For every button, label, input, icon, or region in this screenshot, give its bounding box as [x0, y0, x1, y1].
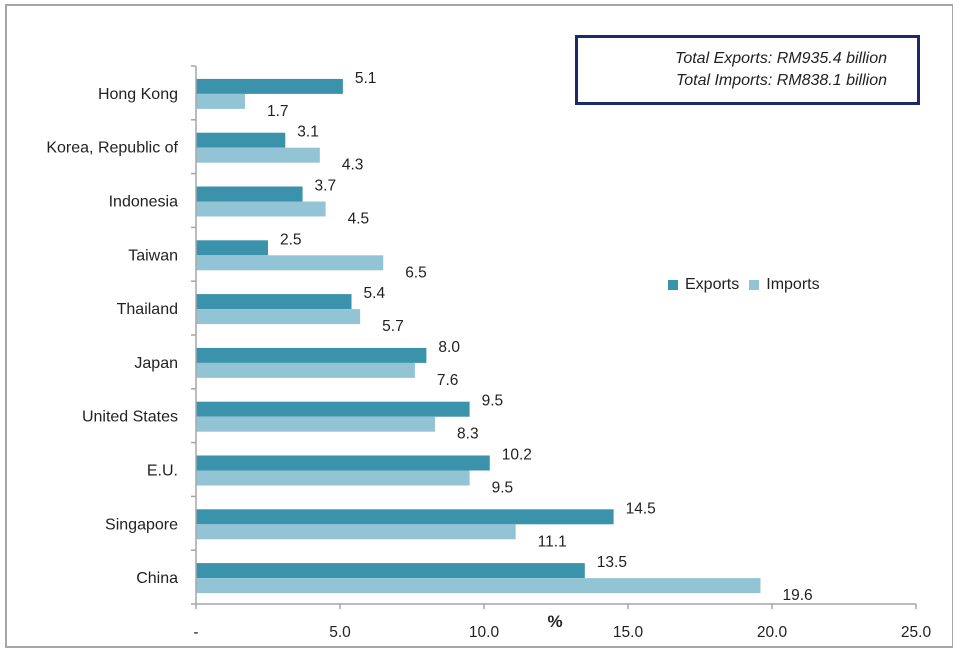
data-label-exports: 9.5 — [482, 393, 504, 410]
x-tick-label: 25.0 — [901, 624, 932, 641]
data-label-exports: 3.7 — [315, 178, 337, 195]
x-axis-label: % — [547, 612, 562, 631]
category-label: Singapore — [105, 516, 178, 533]
category-label: Thailand — [117, 301, 178, 318]
data-label-exports: 8.0 — [438, 339, 460, 356]
bar-exports — [196, 132, 286, 148]
chart-frame — [5, 4, 953, 648]
data-label-imports: 19.6 — [782, 587, 812, 604]
bar-imports — [196, 524, 516, 540]
legend-swatch-exports — [668, 280, 678, 290]
labels-group: Hong Kong 5.1 1.7 Korea, Republic of 3.1 4.3 I… — [46, 70, 812, 604]
bar-imports — [196, 147, 320, 163]
bar-exports — [196, 455, 490, 471]
bar-imports — [196, 470, 470, 486]
data-label-exports: 5.4 — [364, 285, 386, 302]
category-label: E.U. — [147, 463, 178, 480]
total-exports-text: Total Exports: RM935.4 billion — [675, 50, 887, 67]
x-tick-label: - — [193, 624, 198, 641]
x-tick-label: 20.0 — [757, 624, 788, 641]
bar-imports — [196, 578, 761, 594]
category-label: United States — [82, 409, 178, 426]
category-label: China — [136, 570, 178, 587]
bar-exports — [196, 401, 470, 417]
bar-imports — [196, 309, 361, 325]
data-label-imports: 4.5 — [348, 211, 370, 228]
bar-exports — [196, 294, 352, 310]
axes-group: - 5.0 10.0 15.0 20.0 25.0 — [191, 65, 932, 641]
category-label: Hong Kong — [98, 86, 178, 103]
data-label-imports: 8.3 — [457, 426, 479, 443]
data-label-imports: 4.3 — [342, 157, 364, 174]
category-label: Taiwan — [128, 247, 178, 264]
data-label-imports: 11.1 — [538, 533, 567, 550]
bar-exports — [196, 347, 427, 363]
data-label-imports: 9.5 — [492, 480, 514, 497]
legend: Exports Imports — [668, 276, 820, 294]
legend-label-exports: Exports — [685, 276, 740, 293]
x-tick-label: 5.0 — [329, 624, 351, 641]
data-label-imports: 7.6 — [437, 372, 459, 389]
legend-label-imports: Imports — [766, 276, 820, 293]
bar-imports — [196, 362, 415, 378]
category-label: Korea, Republic of — [46, 140, 178, 157]
x-tick-label: 15.0 — [613, 624, 644, 641]
data-label-exports: 14.5 — [626, 500, 656, 517]
category-label: Indonesia — [109, 194, 178, 211]
legend-item-imports: Imports — [749, 276, 820, 294]
legend-item-exports: Exports — [668, 276, 739, 294]
bar-imports — [196, 93, 245, 109]
bar-exports — [196, 509, 614, 525]
bar-exports — [196, 563, 585, 579]
data-label-exports: 10.2 — [502, 447, 532, 464]
data-label-exports: 3.1 — [297, 124, 319, 141]
data-label-imports: 1.7 — [267, 103, 289, 120]
totals-annotation-box: Total Exports: RM935.4 billion Total Imp… — [575, 35, 920, 105]
bar-exports — [196, 240, 268, 256]
bar-imports — [196, 255, 384, 271]
data-label-exports: 13.5 — [597, 554, 627, 571]
data-label-imports: 6.5 — [405, 264, 427, 281]
bar-imports — [196, 416, 436, 432]
data-label-exports: 5.1 — [355, 70, 377, 87]
bar-exports — [196, 186, 303, 202]
category-label: Japan — [134, 355, 178, 372]
bars-group — [196, 78, 761, 594]
legend-swatch-imports — [749, 280, 760, 290]
bar-imports — [196, 201, 326, 217]
data-label-imports: 5.7 — [382, 318, 404, 335]
total-imports-text: Total Imports: RM838.1 billion — [675, 72, 887, 89]
data-label-exports: 2.5 — [280, 231, 302, 248]
bar-exports — [196, 78, 343, 94]
x-tick-label: 10.0 — [469, 624, 500, 641]
